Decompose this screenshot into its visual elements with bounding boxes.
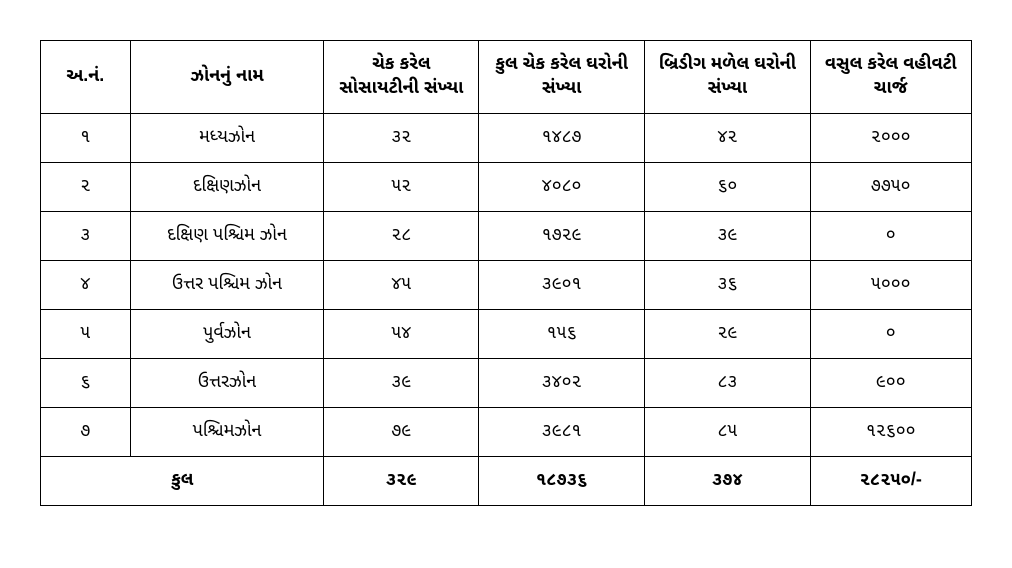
cell-breeding: ૩૬ — [645, 261, 810, 310]
total-society: ૩૨૯ — [324, 457, 479, 506]
cell-sr: ૭ — [41, 408, 131, 457]
cell-breeding: ૩૯ — [645, 212, 810, 261]
cell-houses: ૧૪૮૭ — [479, 114, 645, 163]
table-row: ૫ પુર્વઝોન ૫૪ ૧૫૬ ૨૯ ૦ — [41, 310, 972, 359]
cell-charge: ૦ — [810, 212, 971, 261]
cell-breeding: ૬૦ — [645, 163, 810, 212]
cell-charge: ૭૭૫૦ — [810, 163, 971, 212]
header-zone: ઝોનનું નામ — [130, 41, 324, 114]
cell-society: ૩૯ — [324, 359, 479, 408]
table-row: ૨ દક્ષિણઝોન ૫૨ ૪૦૮૦ ૬૦ ૭૭૫૦ — [41, 163, 972, 212]
table-row: ૪ ઉત્તર પશ્ચિમ ઝોન ૪૫ ૩૯૦૧ ૩૬ ૫૦૦૦ — [41, 261, 972, 310]
cell-sr: ૫ — [41, 310, 131, 359]
cell-breeding: ૮૫ — [645, 408, 810, 457]
header-society: ચેક કરેલ સોસાયટીની સંખ્યા — [324, 41, 479, 114]
cell-breeding: ૪૨ — [645, 114, 810, 163]
cell-breeding: ૮૩ — [645, 359, 810, 408]
cell-sr: ૨ — [41, 163, 131, 212]
table-row: ૩ દક્ષિણ પશ્ચિમ ઝોન ૨૮ ૧૭૨૯ ૩૯ ૦ — [41, 212, 972, 261]
cell-zone: પશ્ચિમઝોન — [130, 408, 324, 457]
cell-society: ૫૪ — [324, 310, 479, 359]
total-label: કુલ — [41, 457, 324, 506]
cell-society: ૪૫ — [324, 261, 479, 310]
cell-sr: ૧ — [41, 114, 131, 163]
table-row: ૬ ઉત્તરઝોન ૩૯ ૩૪૦૨ ૮૩ ૯૦૦ — [41, 359, 972, 408]
table-header-row: અ.નં. ઝોનનું નામ ચેક કરેલ સોસાયટીની સંખ્… — [41, 41, 972, 114]
header-breeding: બ્રિડીગ મળેલ ઘરોની સંખ્યા — [645, 41, 810, 114]
cell-sr: ૬ — [41, 359, 131, 408]
cell-houses: ૪૦૮૦ — [479, 163, 645, 212]
cell-zone: દક્ષિણ પશ્ચિમ ઝોન — [130, 212, 324, 261]
cell-zone: ઉત્તરઝોન — [130, 359, 324, 408]
cell-breeding: ૨૯ — [645, 310, 810, 359]
table-row: ૭ પશ્ચિમઝોન ૭૯ ૩૯૮૧ ૮૫ ૧૨૬૦૦ — [41, 408, 972, 457]
cell-zone: દક્ષિણઝોન — [130, 163, 324, 212]
cell-society: ૨૮ — [324, 212, 479, 261]
total-breeding: ૩૭૪ — [645, 457, 810, 506]
cell-charge: ૯૦૦ — [810, 359, 971, 408]
total-charge: ૨૮૨૫૦/- — [810, 457, 971, 506]
header-charge: વસુલ કરેલ વહીવટી ચાર્જ — [810, 41, 971, 114]
zone-data-table: અ.નં. ઝોનનું નામ ચેક કરેલ સોસાયટીની સંખ્… — [40, 40, 972, 506]
cell-charge: ૧૨૬૦૦ — [810, 408, 971, 457]
cell-charge: ૦ — [810, 310, 971, 359]
cell-houses: ૩૯૦૧ — [479, 261, 645, 310]
header-houses: કુલ ચેક કરેલ ઘરોની સંખ્યા — [479, 41, 645, 114]
cell-houses: ૩૪૦૨ — [479, 359, 645, 408]
table-total-row: કુલ ૩૨૯ ૧૮૭૩૬ ૩૭૪ ૨૮૨૫૦/- — [41, 457, 972, 506]
total-houses: ૧૮૭૩૬ — [479, 457, 645, 506]
cell-sr: ૩ — [41, 212, 131, 261]
cell-houses: ૧૭૨૯ — [479, 212, 645, 261]
table-row: ૧ મધ્યઝોન ૩૨ ૧૪૮૭ ૪૨ ૨૦૦૦ — [41, 114, 972, 163]
cell-society: ૫૨ — [324, 163, 479, 212]
cell-zone: પુર્વઝોન — [130, 310, 324, 359]
cell-houses: ૩૯૮૧ — [479, 408, 645, 457]
cell-zone: ઉત્તર પશ્ચિમ ઝોન — [130, 261, 324, 310]
header-sr: અ.નં. — [41, 41, 131, 114]
cell-society: ૩૨ — [324, 114, 479, 163]
cell-charge: ૫૦૦૦ — [810, 261, 971, 310]
cell-zone: મધ્યઝોન — [130, 114, 324, 163]
cell-sr: ૪ — [41, 261, 131, 310]
cell-society: ૭૯ — [324, 408, 479, 457]
cell-houses: ૧૫૬ — [479, 310, 645, 359]
cell-charge: ૨૦૦૦ — [810, 114, 971, 163]
